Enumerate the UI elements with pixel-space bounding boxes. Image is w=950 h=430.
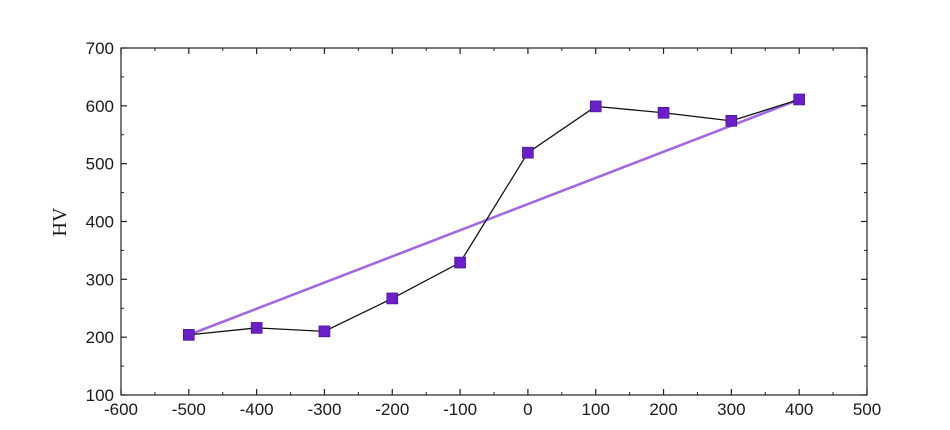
data-point-marker xyxy=(250,322,263,334)
y-tick-label: 400 xyxy=(86,213,114,232)
x-tick-label: 100 xyxy=(582,400,610,419)
data-point-marker xyxy=(318,325,331,338)
x-tick-label: 200 xyxy=(649,400,677,419)
data-point-marker xyxy=(793,93,805,106)
x-tick-label: -600 xyxy=(104,400,138,419)
y-axis-title-group: HV xyxy=(49,207,71,236)
x-tick-label: -100 xyxy=(443,400,477,419)
y-tick-label: 200 xyxy=(86,328,114,347)
data-point-marker xyxy=(657,106,670,119)
data-point-marker xyxy=(454,256,466,269)
x-tick-label: 500 xyxy=(853,400,881,419)
plot-frame xyxy=(120,47,868,396)
y-tick-label: 300 xyxy=(86,270,114,289)
y-tick-label: 500 xyxy=(86,155,114,174)
x-tick-label: 400 xyxy=(785,400,813,419)
y-tick-label: 700 xyxy=(86,39,114,58)
y-tick-label: 600 xyxy=(86,97,114,116)
plot-series xyxy=(183,93,805,341)
data-point-marker xyxy=(589,100,602,113)
x-tick-label: -400 xyxy=(240,400,274,419)
x-tick-label: 0 xyxy=(523,400,532,419)
data-point-marker xyxy=(386,292,399,305)
data-series-line xyxy=(188,98,800,336)
trend-line xyxy=(188,98,800,337)
data-point-marker xyxy=(183,329,195,341)
x-tick-label: -500 xyxy=(172,400,206,419)
y-axis: 100 200 300 400 500 600 700 xyxy=(86,39,867,405)
y-axis-title: HV xyxy=(49,207,71,236)
y-tick-label: 100 xyxy=(86,386,114,405)
x-axis: -600 -500 -400 -300 -200 -100 0 100 200 300 400 500 xyxy=(104,48,881,419)
data-point-marker xyxy=(725,115,738,127)
x-tick-label: 300 xyxy=(717,400,745,419)
x-tick-label: -300 xyxy=(307,400,341,419)
x-tick-label: -200 xyxy=(375,400,409,419)
data-point-marker xyxy=(522,146,534,159)
